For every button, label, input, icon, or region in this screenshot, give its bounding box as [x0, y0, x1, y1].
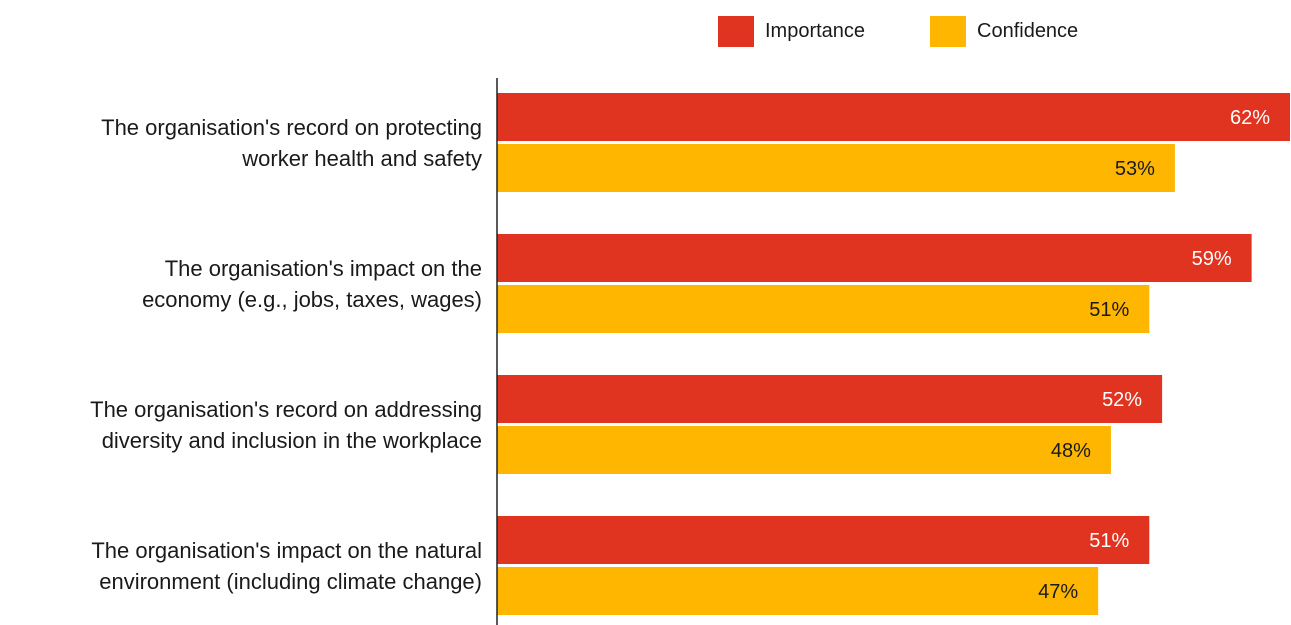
category-label-4-line-2: environment (including climate change): [99, 569, 482, 594]
bar-confidence-2: [497, 285, 1150, 333]
data-label-confidence-2: 51%: [1089, 299, 1129, 321]
data-label-confidence-4: 47%: [1038, 581, 1078, 603]
category-label-1-line-2: worker health and safety: [241, 146, 482, 171]
category-label-3-line-2: diversity and inclusion in the workplace: [102, 428, 482, 453]
legend-label-confidence: Confidence: [977, 20, 1078, 42]
bar-confidence-4: [497, 567, 1099, 615]
legend-label-importance: Importance: [765, 20, 865, 42]
data-label-importance-4: 51%: [1089, 530, 1129, 552]
data-label-confidence-1: 53%: [1115, 158, 1155, 180]
category-label-2-line-2: economy (e.g., jobs, taxes, wages): [142, 287, 482, 312]
category-label-4-line-1: The organisation's impact on the natural: [91, 538, 482, 563]
category-label-1-line-1: The organisation's record on protecting: [101, 115, 482, 140]
data-label-importance-1: 62%: [1230, 107, 1270, 129]
bar-importance-2: [497, 234, 1252, 282]
bar-confidence-1: [497, 144, 1175, 192]
data-label-confidence-3: 48%: [1051, 440, 1091, 462]
bar-confidence-3: [497, 426, 1111, 474]
bar-importance-4: [497, 516, 1150, 564]
data-label-importance-3: 52%: [1102, 389, 1142, 411]
category-label-3-line-1: The organisation's record on addressing: [90, 397, 482, 422]
category-label-2-line-1: The organisation's impact on the: [165, 256, 482, 281]
bar-importance-3: [497, 375, 1163, 423]
bar-importance-1: [497, 93, 1290, 141]
data-label-importance-2: 59%: [1192, 248, 1232, 270]
legend-swatch-confidence: [930, 16, 966, 47]
legend-swatch-importance: [718, 16, 754, 47]
